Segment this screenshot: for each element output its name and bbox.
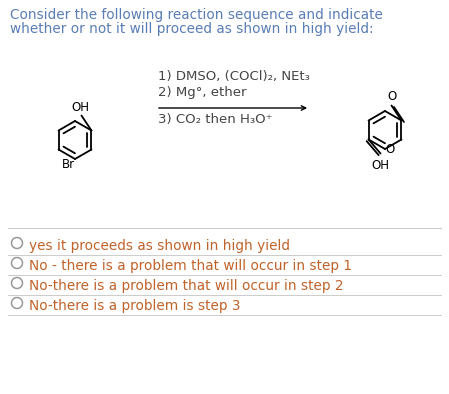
Text: 3) CO₂ then H₃O⁺: 3) CO₂ then H₃O⁺ [158,113,273,126]
Text: 2) Mg°, ether: 2) Mg°, ether [158,86,247,99]
Text: O: O [388,89,397,102]
Text: O: O [386,143,395,156]
Text: OH: OH [371,158,390,171]
Text: Consider the following reaction sequence and indicate: Consider the following reaction sequence… [10,8,383,22]
Text: No-there is a problem that will occur in step 2: No-there is a problem that will occur in… [29,279,343,293]
Text: 1) DMSO, (COCl)₂, NEt₃: 1) DMSO, (COCl)₂, NEt₃ [158,70,310,83]
Text: yes it proceeds as shown in high yield: yes it proceeds as shown in high yield [29,239,290,253]
Text: whether or not it will proceed as shown in high yield:: whether or not it will proceed as shown … [10,22,374,36]
Text: OH: OH [71,100,89,113]
Text: No - there is a problem that will occur in step 1: No - there is a problem that will occur … [29,259,352,273]
Text: No-there is a problem is step 3: No-there is a problem is step 3 [29,299,241,313]
Text: Br: Br [62,158,75,171]
